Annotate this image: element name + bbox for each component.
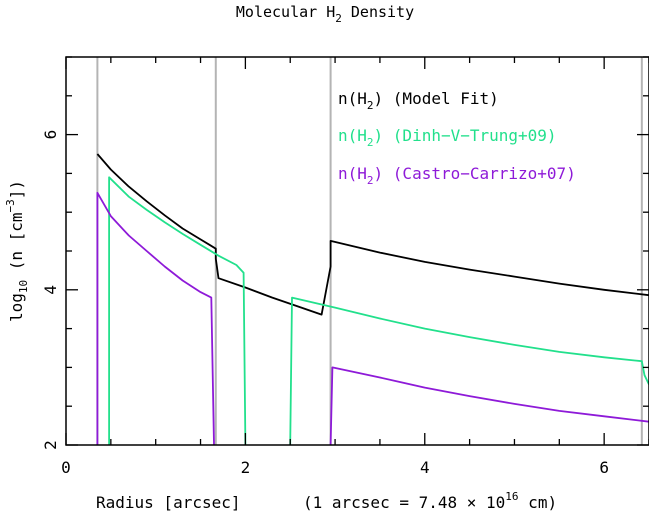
series-line-2-0 (96, 191, 215, 446)
series-line-0-0 (96, 153, 649, 316)
series-line-1-0 (108, 176, 247, 446)
y-tick-label: 6 (41, 130, 60, 140)
x-axis-label: Radius [arcsec] (96, 493, 241, 512)
series-line-2-1 (329, 366, 649, 446)
y-tick-label: 4 (41, 285, 60, 295)
legend-model-fit: n(H2) (Model Fit) (338, 89, 499, 112)
x-axis-note: (1 arcsec = 7.48 × 1016 cm) (303, 490, 557, 512)
x-tick-label: 2 (241, 458, 251, 477)
legend: n(H2) (Model Fit) n(H2) (Dinh−V−Trung+09… (338, 89, 576, 187)
plot-frame (65, 56, 649, 446)
chart-title: Molecular H2 Density (236, 3, 414, 25)
x-tick-label: 0 (61, 458, 71, 477)
series-group (96, 153, 649, 446)
x-tick-label: 6 (599, 458, 609, 477)
y-tick-label: 2 (41, 440, 60, 450)
legend-dinh: n(H2) (Dinh−V−Trung+09) (338, 126, 557, 149)
series-line-1-1 (289, 296, 649, 446)
y-axis-label: log10 (n [cm−3]) (4, 180, 30, 322)
x-tick-label: 4 (420, 458, 430, 477)
legend-castro: n(H2) (Castro−Carrizo+07) (338, 164, 576, 187)
